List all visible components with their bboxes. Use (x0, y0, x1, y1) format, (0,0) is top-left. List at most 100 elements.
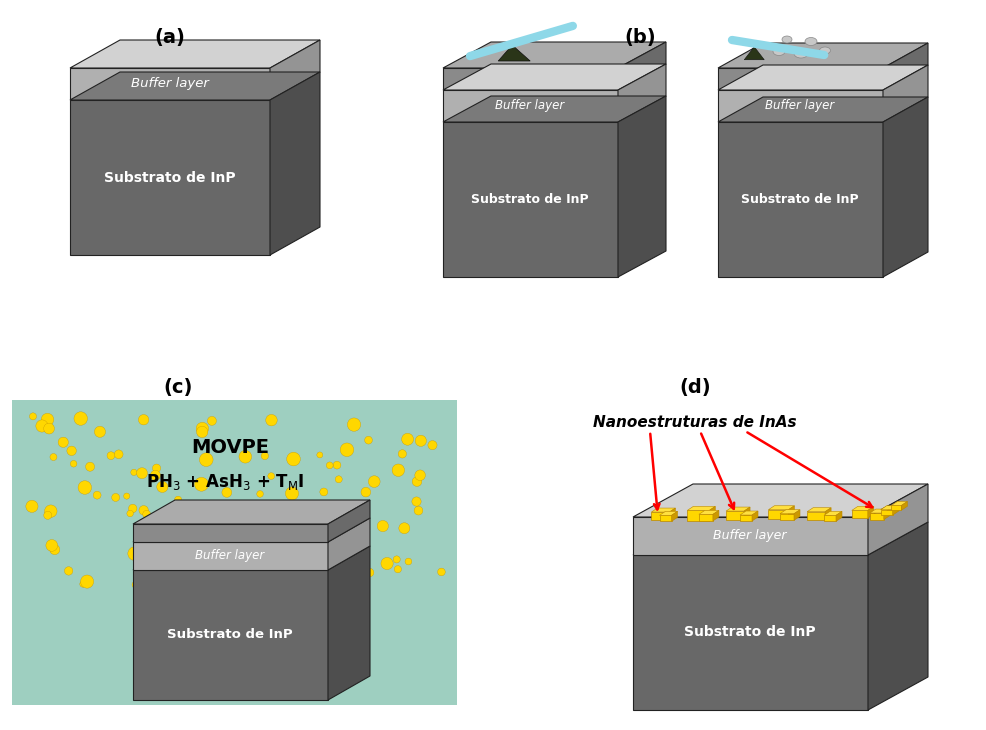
Polygon shape (740, 511, 758, 515)
Circle shape (365, 437, 373, 444)
Polygon shape (133, 518, 370, 542)
Polygon shape (868, 507, 874, 518)
Polygon shape (133, 542, 328, 570)
Polygon shape (709, 507, 715, 521)
Circle shape (67, 446, 76, 456)
Circle shape (392, 464, 404, 477)
Polygon shape (133, 546, 370, 570)
Polygon shape (633, 522, 928, 555)
Polygon shape (718, 90, 883, 122)
Circle shape (74, 412, 88, 426)
Circle shape (285, 487, 299, 500)
Circle shape (137, 577, 144, 583)
Circle shape (143, 510, 151, 518)
Bar (12, 400, 457, 705)
Circle shape (347, 418, 361, 431)
Circle shape (276, 529, 284, 537)
Circle shape (78, 481, 92, 494)
Circle shape (203, 560, 212, 569)
Polygon shape (618, 96, 666, 277)
Text: Buffer layer: Buffer layer (131, 77, 209, 91)
Polygon shape (443, 96, 666, 122)
Polygon shape (328, 546, 370, 700)
Circle shape (81, 575, 94, 588)
Circle shape (326, 462, 333, 469)
Circle shape (348, 510, 356, 517)
Circle shape (111, 493, 119, 502)
Ellipse shape (773, 47, 785, 55)
Polygon shape (808, 508, 831, 512)
Circle shape (248, 575, 255, 582)
Polygon shape (633, 555, 868, 710)
Polygon shape (870, 509, 889, 513)
Circle shape (139, 506, 149, 515)
Ellipse shape (819, 47, 830, 54)
Polygon shape (718, 97, 928, 122)
Circle shape (64, 566, 73, 575)
Polygon shape (880, 510, 892, 515)
Circle shape (136, 468, 148, 479)
Circle shape (415, 435, 427, 447)
Circle shape (348, 577, 359, 588)
Circle shape (273, 505, 279, 512)
Ellipse shape (794, 49, 808, 58)
Polygon shape (901, 502, 907, 510)
Circle shape (319, 488, 327, 496)
Circle shape (49, 545, 60, 555)
Circle shape (30, 413, 36, 420)
Circle shape (94, 491, 102, 499)
Circle shape (161, 530, 169, 539)
Circle shape (199, 453, 213, 466)
Text: Substrato de InP: Substrato de InP (741, 193, 859, 206)
Circle shape (248, 529, 258, 539)
Circle shape (114, 450, 123, 458)
Circle shape (132, 581, 139, 588)
Polygon shape (660, 511, 677, 515)
Circle shape (180, 564, 194, 577)
Text: Substrato de InP: Substrato de InP (168, 629, 293, 642)
Circle shape (207, 416, 216, 426)
Polygon shape (443, 64, 666, 90)
Circle shape (378, 520, 388, 531)
Circle shape (304, 507, 317, 520)
Circle shape (174, 512, 185, 524)
Circle shape (265, 415, 277, 426)
Circle shape (127, 510, 133, 517)
Circle shape (194, 477, 208, 491)
Polygon shape (652, 512, 669, 520)
Circle shape (50, 453, 57, 461)
Polygon shape (880, 506, 898, 510)
Circle shape (336, 558, 343, 566)
Circle shape (428, 441, 437, 450)
Polygon shape (789, 506, 795, 519)
Circle shape (153, 464, 161, 472)
Polygon shape (718, 68, 883, 90)
Circle shape (340, 443, 354, 456)
Polygon shape (618, 42, 666, 90)
Polygon shape (133, 524, 328, 542)
Polygon shape (744, 507, 750, 520)
Circle shape (150, 540, 163, 553)
Polygon shape (824, 511, 842, 515)
Circle shape (138, 415, 149, 425)
Polygon shape (891, 505, 901, 510)
Ellipse shape (805, 37, 817, 45)
Polygon shape (852, 510, 868, 518)
Polygon shape (669, 508, 675, 520)
Circle shape (44, 505, 57, 518)
Polygon shape (70, 40, 320, 68)
Circle shape (196, 426, 208, 437)
Circle shape (128, 504, 137, 512)
Circle shape (414, 506, 423, 515)
Polygon shape (660, 515, 671, 521)
Polygon shape (687, 510, 709, 521)
Polygon shape (699, 510, 719, 515)
Circle shape (412, 497, 421, 506)
Text: PH$_3$ + AsH$_3$ + T$_\mathrm{M}$I: PH$_3$ + AsH$_3$ + T$_\mathrm{M}$I (146, 472, 305, 492)
Polygon shape (699, 515, 713, 521)
Circle shape (189, 534, 200, 545)
Circle shape (175, 496, 181, 504)
Circle shape (70, 461, 77, 467)
Circle shape (231, 537, 244, 548)
Circle shape (438, 568, 446, 576)
